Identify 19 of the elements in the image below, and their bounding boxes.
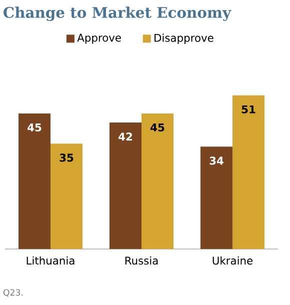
bar <box>200 146 232 249</box>
legend-label: Approve <box>77 34 121 44</box>
chart-title: Change to Market Economy <box>4 6 232 22</box>
bar <box>50 144 82 249</box>
bar <box>18 113 50 249</box>
bar <box>141 113 174 249</box>
text: Q23. <box>3 289 23 297</box>
x-tick-label: Lithuania <box>26 256 74 265</box>
data-label: 45 <box>150 124 164 132</box>
data-label: 45 <box>28 124 42 132</box>
x-tick-label: Russia <box>125 256 158 265</box>
data-label: 34 <box>210 156 224 165</box>
x-tick-label: Ukraine <box>212 256 253 265</box>
data-label: 35 <box>60 154 74 162</box>
bar <box>232 95 264 249</box>
legend-label: Disapprove <box>154 34 214 44</box>
bar <box>109 122 142 249</box>
data-label: 42 <box>118 132 132 140</box>
data-label: 51 <box>242 105 256 114</box>
